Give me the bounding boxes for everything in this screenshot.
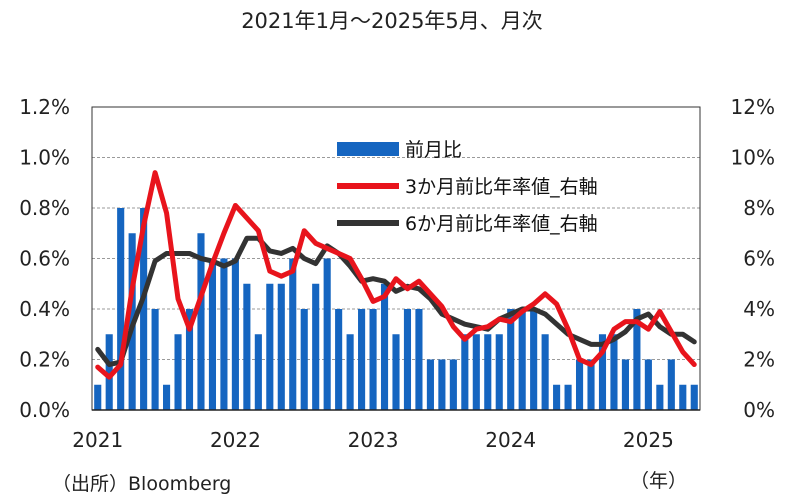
bar-2022-07 <box>300 309 308 410</box>
legend-label-6m: 6か月前比年率値_右軸 <box>405 213 598 235</box>
right-tick-label-3: 6% <box>743 247 775 271</box>
bar-2024-04 <box>541 334 549 410</box>
bar-2025-04 <box>679 384 687 410</box>
bar-2023-09 <box>461 334 469 410</box>
line-series-group <box>95 170 697 380</box>
left-axis-tick-labels: 0.0% 0.2% 0.4% 0.6% 0.8% 1.0% 1.2% <box>19 95 70 422</box>
bar-2021-10 <box>197 233 205 410</box>
x-tick-label-2024: 2024 <box>485 428 536 452</box>
chart-title: 2021年1月～2025年5月、月次 <box>241 9 543 33</box>
bar-2021-07 <box>163 384 171 410</box>
right-tick-label-2: 4% <box>743 297 775 321</box>
x-tick-label-2025: 2025 <box>623 428 674 452</box>
x-axis-unit: （年） <box>630 470 687 492</box>
bar-2022-09 <box>323 258 331 410</box>
bar-2024-09 <box>598 334 607 410</box>
bar-2022-02 <box>243 283 251 410</box>
bar-2022-12 <box>358 309 366 410</box>
bar-2021-03 <box>117 208 125 410</box>
bar-2022-03 <box>254 334 262 410</box>
bar-2021-01 <box>94 384 102 410</box>
bar-2024-05 <box>553 384 561 410</box>
legend-swatch-bar <box>337 142 399 156</box>
legend: 前月比 3か月前比年率値_右軸 6か月前比年率値_右軸 <box>337 139 598 235</box>
bar-2021-09 <box>185 309 194 410</box>
left-tick-label-6: 1.2% <box>19 95 70 119</box>
left-tick-label-4: 0.8% <box>19 196 70 220</box>
bar-2023-02 <box>380 283 389 410</box>
legend-label-3m: 3か月前比年率値_右軸 <box>405 176 598 198</box>
source-note: （出所）Bloomberg <box>52 473 231 495</box>
bar-2024-07 <box>575 359 584 410</box>
right-tick-label-1: 2% <box>743 348 775 372</box>
bar-2024-06 <box>564 384 572 410</box>
bar-2023-12 <box>495 334 503 410</box>
bar-2025-05 <box>690 384 698 410</box>
bar-2024-11 <box>621 359 629 410</box>
right-tick-label-5: 10% <box>731 146 775 170</box>
bar-2023-01 <box>369 309 377 410</box>
bar-2025-01 <box>644 359 652 410</box>
bar-2021-11 <box>208 258 217 410</box>
bar-2024-10 <box>610 334 618 410</box>
bar-2022-06 <box>289 258 297 410</box>
left-tick-label-1: 0.2% <box>19 348 70 372</box>
bar-2023-10 <box>472 334 480 410</box>
right-tick-label-6: 12% <box>731 95 775 119</box>
bar-2022-01 <box>231 258 239 410</box>
bar-2022-10 <box>335 309 343 410</box>
axes <box>91 106 701 411</box>
x-axis-tick-labels: 2021 2022 2023 2024 2025 <box>72 428 674 452</box>
bar-2023-05 <box>415 309 423 410</box>
bar-2022-05 <box>277 283 285 410</box>
bar-2023-07 <box>438 359 446 410</box>
bar-2023-08 <box>449 359 457 410</box>
bar-2021-06 <box>151 309 159 410</box>
bar-2021-08 <box>174 334 182 410</box>
bar-2021-02 <box>105 334 113 410</box>
bar-2021-12 <box>220 258 228 410</box>
line-series-3m-annualized <box>95 170 697 380</box>
bar-2021-05 <box>140 208 148 410</box>
bar-2022-04 <box>266 283 274 410</box>
right-tick-label-0: 0% <box>743 398 775 422</box>
bar-2022-08 <box>312 283 320 410</box>
bar-2024-12 <box>633 309 641 410</box>
x-tick-label-2021: 2021 <box>72 428 123 452</box>
bar-2025-03 <box>667 359 675 410</box>
bar-2023-06 <box>426 359 434 410</box>
bar-2023-04 <box>403 309 412 410</box>
right-tick-label-4: 8% <box>743 196 775 220</box>
bar-2022-11 <box>346 334 354 410</box>
bar-2024-01 <box>507 309 515 410</box>
bar-2024-02 <box>518 309 526 410</box>
left-tick-label-0: 0.0% <box>19 398 70 422</box>
x-tick-label-2022: 2022 <box>210 428 261 452</box>
left-tick-label-2: 0.4% <box>19 297 70 321</box>
bar-2024-08 <box>587 359 595 410</box>
legend-label-bar: 前月比 <box>405 139 462 161</box>
left-tick-label-5: 1.0% <box>19 146 70 170</box>
bar-2025-02 <box>656 384 664 410</box>
x-tick-label-2023: 2023 <box>348 428 399 452</box>
right-axis-tick-labels: 0% 2% 4% 6% 8% 10% 12% <box>731 95 775 422</box>
bar-2024-03 <box>530 309 538 410</box>
left-tick-label-3: 0.6% <box>19 247 70 271</box>
bar-2023-03 <box>392 334 400 410</box>
bar-2023-11 <box>484 334 492 410</box>
line-series-6m-annualized <box>95 235 697 368</box>
